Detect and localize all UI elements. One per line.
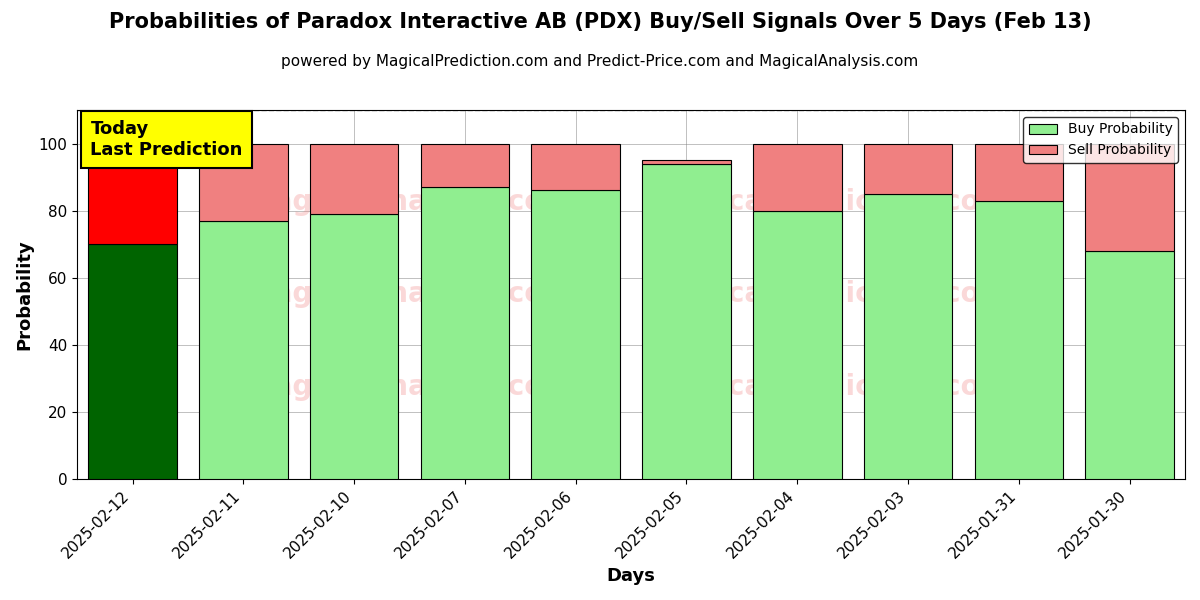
Bar — [864, 143, 953, 194]
Bar — [974, 143, 1063, 200]
Text: MagicalAnalysis.com: MagicalAnalysis.com — [246, 280, 572, 308]
Bar — [199, 221, 288, 479]
Bar — [310, 143, 398, 214]
Text: powered by MagicalPrediction.com and Predict-Price.com and MagicalAnalysis.com: powered by MagicalPrediction.com and Pre… — [281, 54, 919, 69]
Bar — [310, 214, 398, 479]
Text: MagicalAnalysis.com: MagicalAnalysis.com — [246, 373, 572, 401]
Text: MagicalPrediction.com: MagicalPrediction.com — [653, 280, 1009, 308]
Bar — [864, 194, 953, 479]
Bar — [642, 160, 731, 164]
Bar — [642, 164, 731, 479]
Bar — [1085, 143, 1174, 251]
Bar — [420, 143, 509, 187]
Bar — [89, 244, 176, 479]
Bar — [974, 200, 1063, 479]
Text: MagicalPrediction.com: MagicalPrediction.com — [653, 188, 1009, 216]
Bar — [752, 211, 841, 479]
X-axis label: Days: Days — [607, 567, 655, 585]
Text: MagicalPrediction.com: MagicalPrediction.com — [653, 373, 1009, 401]
Bar — [532, 190, 620, 479]
Y-axis label: Probability: Probability — [14, 239, 32, 350]
Bar — [89, 143, 176, 244]
Bar — [420, 187, 509, 479]
Text: Probabilities of Paradox Interactive AB (PDX) Buy/Sell Signals Over 5 Days (Feb : Probabilities of Paradox Interactive AB … — [109, 12, 1091, 32]
Text: MagicalAnalysis.com: MagicalAnalysis.com — [246, 188, 572, 216]
Bar — [532, 143, 620, 190]
Text: Today
Last Prediction: Today Last Prediction — [90, 120, 242, 159]
Bar — [1085, 251, 1174, 479]
Bar — [199, 143, 288, 221]
Bar — [752, 143, 841, 211]
Legend: Buy Probability, Sell Probability: Buy Probability, Sell Probability — [1024, 117, 1178, 163]
